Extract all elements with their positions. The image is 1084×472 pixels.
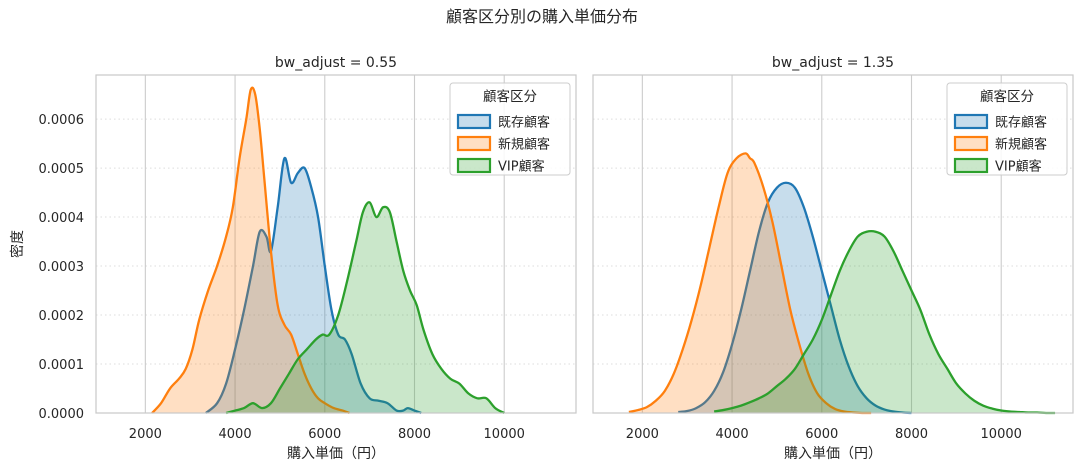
- legend-swatch-1: [953, 113, 989, 130]
- legend-label-3: VIP顧客: [995, 159, 1042, 175]
- density-line-1: [205, 156, 422, 415]
- x-tick-label: 4000: [716, 427, 749, 442]
- density-line-2: [628, 152, 872, 415]
- y-tick-label: 0.0005: [39, 162, 85, 177]
- y-tick-label: 0.0000: [39, 407, 85, 422]
- density-line-1: [678, 181, 912, 415]
- x-axis-label: 購入単価（円）: [287, 446, 385, 462]
- density-area-1: [205, 157, 422, 413]
- x-tick-label: 10000: [981, 427, 1022, 442]
- density-line-3: [713, 229, 1056, 415]
- x-tick-label: 10000: [484, 427, 525, 442]
- x-axis-label: 購入単価（円）: [784, 446, 882, 462]
- x-tick-label: 2000: [626, 427, 659, 442]
- panel-left: bw_adjust = 0.55 2000 4000 6000 8000 10000 0.0…: [39, 55, 577, 462]
- legend-swatch-3: [456, 157, 492, 174]
- x-tick-label: 6000: [308, 427, 341, 442]
- density-line-3: [225, 201, 505, 415]
- legend-label-1: 既存顧客: [498, 115, 550, 131]
- y-tick-label: 0.0006: [39, 113, 85, 128]
- legend-title: 顧客区分: [483, 88, 537, 105]
- y-tick-label: 0.0004: [39, 211, 85, 226]
- y-axis-label: 密度: [9, 230, 26, 258]
- density-area-3: [714, 231, 1056, 414]
- figure-title: 顧客区分別の購入単価分布: [446, 7, 638, 26]
- axes-frame: [95, 74, 577, 414]
- axes-frame: [592, 74, 1074, 414]
- density-area-2: [628, 153, 872, 414]
- legend-swatch-2: [456, 135, 492, 152]
- x-tick-label: 2000: [129, 427, 162, 442]
- panel-title: bw_adjust = 0.55: [275, 55, 397, 71]
- y-tick-label: 0.0001: [39, 358, 85, 373]
- panel-title: bw_adjust = 1.35: [772, 55, 894, 71]
- panel-right: bw_adjust = 1.35 2000 4000 6000 8000 10000 購入単…: [592, 55, 1074, 462]
- x-tick-label: 6000: [805, 427, 838, 442]
- legend-frame: [946, 82, 1068, 176]
- legend-swatch-2: [953, 135, 989, 152]
- x-tick-label: 4000: [219, 427, 252, 442]
- density-line-2: [151, 86, 350, 415]
- x-tick-label: 8000: [895, 427, 928, 442]
- density-area-2: [152, 87, 350, 413]
- legend-title: 顧客区分: [980, 88, 1034, 105]
- density-area-1: [678, 182, 912, 413]
- y-tick-label: 0.0002: [39, 309, 85, 324]
- y-tick-label: 0.0003: [39, 260, 85, 275]
- legend-swatch-3: [953, 157, 989, 174]
- legend-label-2: 新規顧客: [995, 137, 1047, 153]
- x-tick-label: 8000: [398, 427, 431, 442]
- legend-label-3: VIP顧客: [498, 159, 545, 175]
- legend-frame: [449, 82, 571, 176]
- legend-label-1: 既存顧客: [995, 115, 1047, 131]
- legend-label-2: 新規顧客: [498, 137, 550, 153]
- legend-swatch-1: [456, 113, 492, 130]
